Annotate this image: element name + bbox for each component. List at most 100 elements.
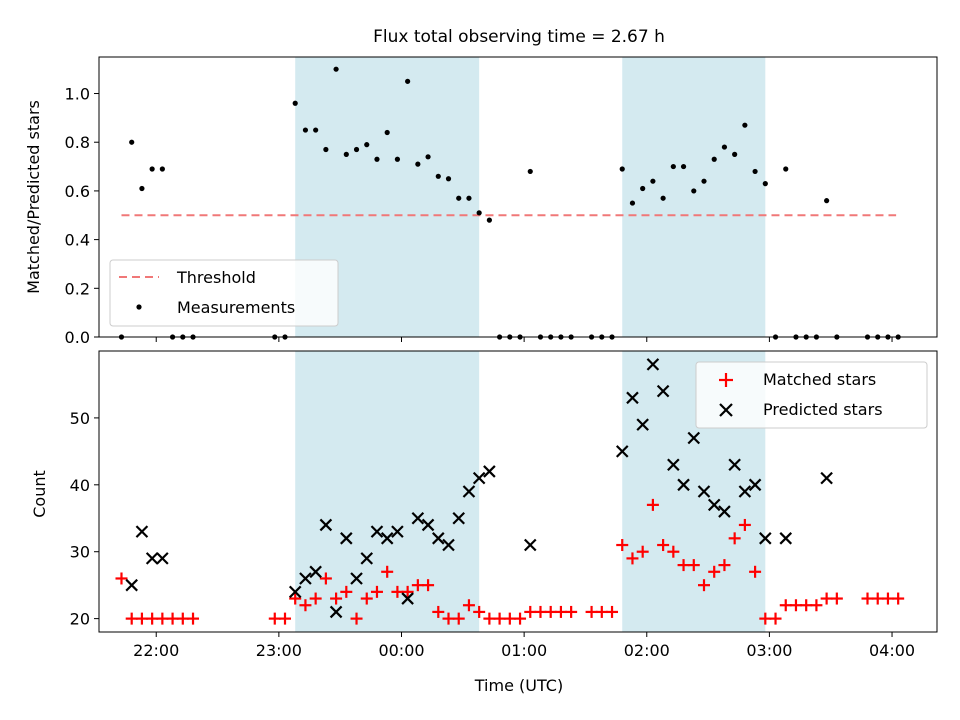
measurement-point [139,185,145,192]
y-tick-label: 30 [70,543,90,562]
matched-star-point [585,605,598,618]
predicted-star-point [636,418,649,431]
measurement-point [405,78,411,84]
matched-star-point [115,572,128,585]
measurement-point [680,163,687,170]
predicted-star-point [432,532,445,545]
predicted-star-point [288,585,302,599]
chart-title: Flux total observing time = 2.67 h [373,27,665,47]
measurement-point [783,166,789,172]
predicted-star-point [626,391,639,405]
measurement-point [711,156,717,162]
matched-star-point [452,612,465,625]
matched-star-point [881,592,894,605]
bottom-y-axis-label: Count [30,470,49,518]
y-tick-label: 20 [70,610,90,629]
predicted-star-point [687,431,701,445]
predicted-star-point [759,532,772,545]
matched-star-point [462,599,475,612]
measurement-point [486,217,492,223]
x-tick-label: 03:00 [746,641,792,660]
matched-star-point [718,559,731,572]
matched-star-point [636,545,649,558]
measurement-point [691,188,697,194]
observing-band [295,351,480,632]
matched-star-point [360,592,373,605]
threshold-legend-label: Threshold [176,268,256,287]
bottom-x-axis: 22:00 23:00 00:00 01:00 02:00 03:00 04:00 [133,632,915,660]
measurement-point [313,127,319,133]
matched-star-point [657,539,670,552]
x-tick-label: 22:00 [133,641,179,660]
top-legend: Threshold Measurements [109,259,339,327]
matched-star-point [861,592,874,605]
top-panel: 0.0 0.2 0.4 0.6 0.8 1.0 Matched/Predicted sta… [24,56,938,347]
measurement-point [323,146,329,153]
measurement-point [343,151,349,157]
predicted-star-point [360,552,374,565]
measurement-point [333,66,339,72]
predicted-star-point [738,485,752,498]
bottom-y-axis: 20 30 40 50 [70,409,99,629]
predicted-star-point [411,511,425,525]
matched-star-point [442,612,455,625]
matched-star-point [697,579,710,592]
matched-star-point [278,612,291,625]
measurement-point [732,151,738,157]
measurements-legend-swatch [136,304,142,310]
predicted-star-point [483,465,496,478]
matched-star-point [626,552,639,565]
matched-star-point [554,605,567,618]
measurement-point [670,163,676,170]
measurement-point [159,166,165,172]
y-tick-label: 0.2 [65,279,90,298]
measurement-point [129,139,135,145]
matched-star-point [524,605,537,618]
measurement-point [374,156,380,162]
predicted-star-point [462,485,476,498]
predicted-star-point [145,552,159,565]
predicted-star-point [319,518,333,532]
matched-star-point [514,612,527,625]
x-tick-label: 01:00 [501,641,547,660]
measurement-point [824,198,830,204]
measurement-point [394,156,401,162]
bottom-panel: 20 30 40 50 22:00 23:00 00:00 01:00 02:00 03:00 0… [30,350,938,695]
predicted-star-point [820,471,833,485]
matched-stars-points [115,498,905,625]
measurement-point [445,176,452,182]
top-x-ticks [155,337,893,342]
matched-star-point [309,592,322,605]
y-tick-label: 0.0 [65,328,90,347]
predicted-star-point [401,592,414,605]
predicted-star-point [125,578,138,592]
matched-star-point [810,599,823,612]
top-plot-frame [98,56,938,338]
measurement-point [384,129,390,136]
predicted-star-point [309,565,322,579]
predicted-star-point [442,538,455,552]
matched-star-point [677,559,690,572]
predicted-star-point [329,605,343,619]
matched-star-point [166,612,179,625]
matched-star-point [432,605,445,618]
predicted-star-point [135,525,149,538]
matched-star-point [728,532,741,545]
matched-star-point [800,599,813,612]
matched-star-point [125,612,138,625]
matched-star-point [483,612,496,625]
predicted-star-point [718,505,731,518]
matched-star-point [493,612,506,625]
predicted-star-point [667,458,680,472]
measurement-point [701,178,707,184]
matched-star-point [646,498,659,511]
matched-star-point [830,592,843,605]
matched-star-point [187,612,200,625]
measurement-point [640,185,646,192]
x-tick-label: 04:00 [869,641,915,660]
matched-star-point [473,605,486,618]
matched-star-point [411,579,424,592]
matched-star-point [544,605,557,618]
predicted-star-point [472,471,486,485]
matched-star-point [606,605,619,618]
